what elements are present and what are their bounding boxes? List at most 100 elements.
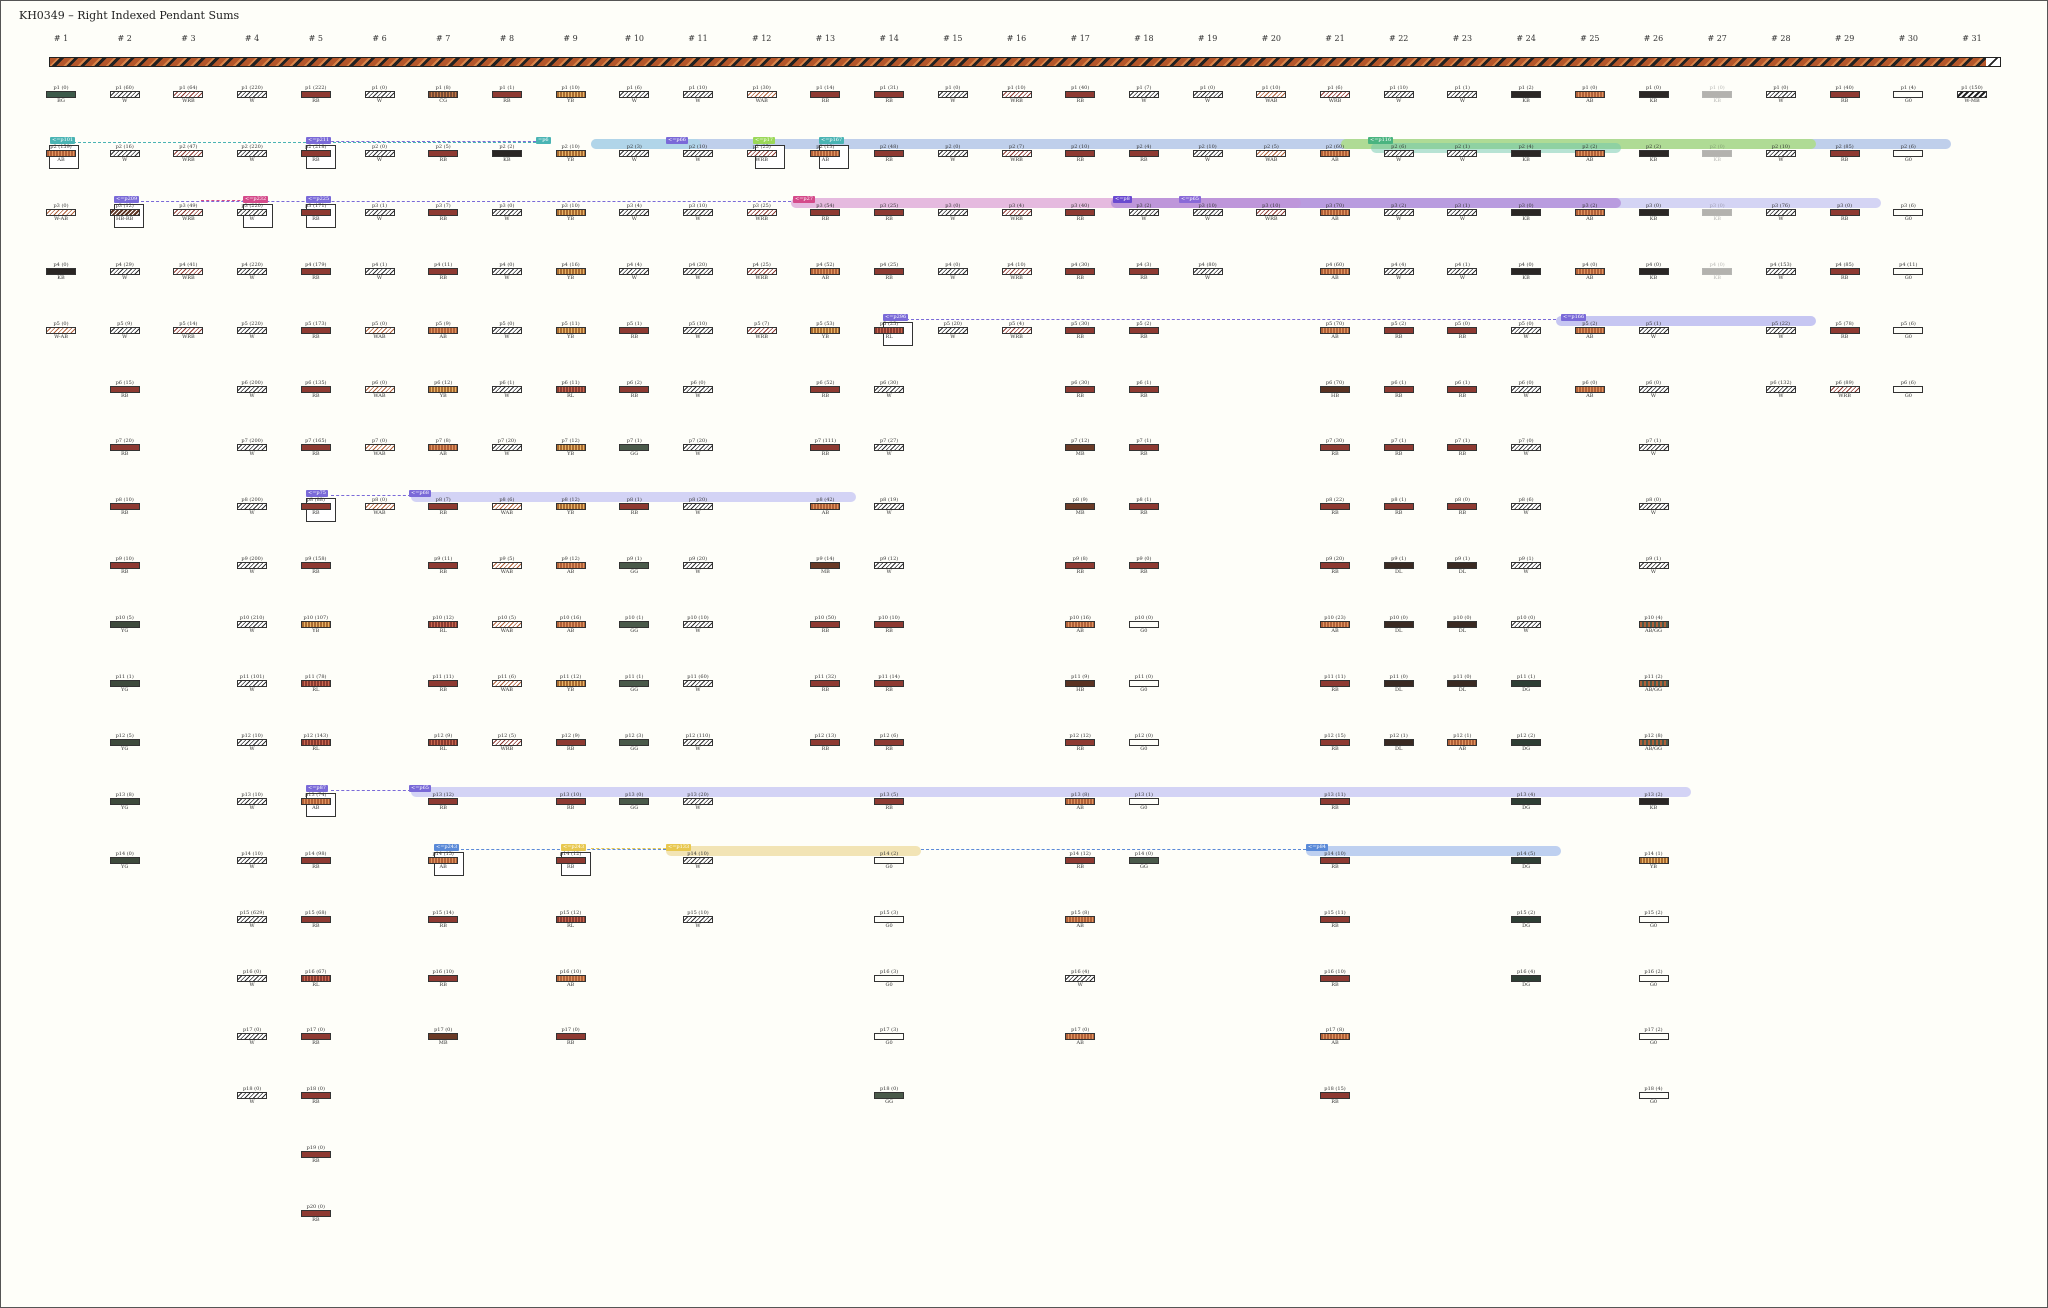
pendant-swatch <box>555 621 586 629</box>
pendant-label: p9 (1) <box>1518 556 1534 563</box>
pendant-label: p8 (0) <box>1645 497 1662 504</box>
pendant-color-code: G0 <box>1904 156 1912 163</box>
pendant-color-code: DL <box>1395 628 1403 635</box>
pendant: p2 (0) KB <box>1697 144 1737 163</box>
pendant: p1 (2) KB <box>1506 85 1546 104</box>
pendant: p12 (12) RB <box>1060 733 1100 752</box>
pendant: p12 (8) AB/GG <box>1634 733 1674 752</box>
pendant-color-code: YB <box>439 392 447 399</box>
pendant-color-code: WRB <box>182 274 195 281</box>
pendant: p8 (0) WAB <box>360 497 400 516</box>
pendant: p3 (0) W-AB <box>41 203 81 222</box>
pendant-swatch <box>874 797 905 805</box>
pendant-label: p2 (2) <box>1645 143 1662 150</box>
pendant: p7 (1) RB <box>1124 438 1164 457</box>
pendant: p10 (23) AB <box>1315 615 1355 634</box>
pendant: p4 (0) AB <box>1570 262 1610 281</box>
pendant-label: p8 (22) <box>1325 497 1345 504</box>
column-header: # 23 <box>1452 34 1473 43</box>
pendant-label: p10 (0) <box>1389 615 1408 622</box>
pendant: p14 (15) AB <box>423 851 463 870</box>
pendant-swatch <box>1574 91 1605 98</box>
pendant-swatch <box>364 326 395 334</box>
pendant-color-code: W <box>1650 569 1657 576</box>
pendant: p12 (13) RB <box>805 733 845 752</box>
pendant-label: p15 (68) <box>305 909 327 916</box>
pendant-color-code: GG <box>630 804 639 811</box>
pendant-label: p7 (200) <box>241 438 263 445</box>
pendant-color-code: RB <box>566 804 575 811</box>
pendant: p1 (14) RB <box>805 85 845 104</box>
pendant-label: p14 (0) <box>115 850 134 857</box>
pendant-color-code: RB <box>630 392 639 399</box>
pendant-swatch <box>428 856 459 864</box>
pendant: p11 (32) RB <box>805 674 845 693</box>
pendant-color-code: W <box>631 156 637 163</box>
pendant-label: p14 (12) <box>559 850 582 857</box>
pendant-swatch <box>491 208 522 216</box>
pendant: p1 (10) W <box>1379 85 1419 104</box>
pendant-color-code: RB <box>1840 98 1849 104</box>
pendant-label: p15 (11) <box>1324 909 1346 916</box>
pendant-label: p3 (0) <box>945 202 961 209</box>
pendant-color-code: RB <box>885 745 893 752</box>
pendant-label: p1 (0) <box>1709 85 1725 91</box>
pendant-label: p8 (1) <box>1136 497 1152 504</box>
pendant: p13 (1) G0 <box>1124 792 1164 811</box>
pendant: p16 (3) G0 <box>869 969 909 988</box>
pendant-swatch <box>555 444 586 452</box>
pendant-color-code: AB <box>566 981 575 988</box>
pendant: p10 (210) W <box>232 615 272 634</box>
pendant-swatch <box>1320 267 1350 275</box>
pendant-label: p6 (6) <box>1900 379 1916 386</box>
pendant-color-code: W <box>249 510 255 517</box>
pendant-swatch <box>555 267 586 275</box>
pendant-color-code: RB <box>821 98 830 104</box>
pendant-label: p4 (220) <box>241 261 263 268</box>
pendant: p2 (6) W <box>1379 144 1419 163</box>
pendant: p2 (4) KB <box>1506 144 1546 163</box>
pendant-swatch <box>1256 149 1287 157</box>
pendant-color-code: W <box>631 98 637 104</box>
pendant-label: p2 (7) <box>1008 143 1025 150</box>
pendant-label: p7 (1) <box>1136 438 1152 445</box>
pendant-color-code: KB <box>1522 215 1530 222</box>
pendant: p11 (11) RB <box>1315 674 1355 693</box>
sum-reference-tag: <=p75 <box>306 490 328 498</box>
pendant-swatch <box>937 91 968 98</box>
pendant-label: p9 (20) <box>688 556 708 563</box>
pendant-swatch <box>874 915 905 923</box>
pendant-swatch <box>683 915 713 923</box>
pendant: p18 (0) RB <box>296 1086 336 1105</box>
pendant-label: p3 (0) <box>1709 202 1725 209</box>
pendant-color-code: W <box>1778 156 1784 163</box>
pendant-swatch <box>619 444 650 452</box>
pendant-label: p12 (5) <box>497 732 517 739</box>
pendant: p8 (1) RB <box>1379 497 1419 516</box>
sum-link-line <box>201 199 261 201</box>
pendant: p5 (2) AB <box>1570 321 1610 340</box>
pendant-swatch <box>555 562 586 570</box>
pendant-label: p19 (0) <box>306 1145 325 1152</box>
pendant-swatch <box>300 1151 331 1159</box>
pendant-swatch <box>1383 680 1414 687</box>
pendant: p16 (67) RL <box>296 969 336 988</box>
pendant-swatch <box>428 267 459 275</box>
pendant-swatch <box>428 974 459 982</box>
pendant: p17 (8) AB <box>1315 1027 1355 1046</box>
pendant-swatch <box>1511 797 1542 805</box>
pendant-swatch <box>1702 149 1733 157</box>
pendant: p17 (0) RB <box>551 1027 591 1046</box>
pendant-label: p17 (8) <box>1325 1027 1345 1034</box>
sum-reference-tag: <=p8 <box>1113 195 1132 203</box>
pendant-swatch <box>1447 385 1478 393</box>
pendant-label: p1 (1) <box>1454 85 1470 91</box>
pendant-label: p12 (15) <box>1324 732 1346 739</box>
pendant-swatch <box>1702 208 1733 216</box>
pendant-color-code: W <box>1778 333 1784 340</box>
pendant-color-code: RB <box>1331 569 1339 576</box>
sum-target-box <box>114 203 144 228</box>
pendant: p4 (60) AB <box>1315 262 1355 281</box>
pendant-label: p1 (0) <box>371 85 388 91</box>
pendant-label: p6 (1) <box>1454 379 1470 386</box>
